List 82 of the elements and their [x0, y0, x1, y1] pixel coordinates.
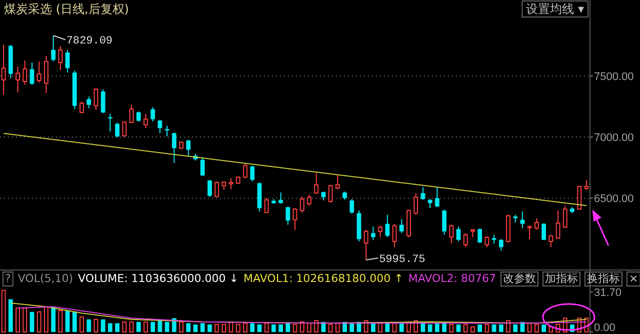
candlestick [364, 229, 368, 260]
candlestick [58, 45, 63, 70]
annotation: 5995.75 [379, 254, 426, 266]
candlestick [434, 186, 440, 208]
candlestick [292, 208, 298, 230]
text: MAVOL1: 1026168180.000 ↑ [244, 272, 404, 285]
text: VOLUME: 1103636000.000 ↓ [78, 272, 239, 285]
candlestick [65, 49, 70, 74]
annotation: 设置均线 ▾ [526, 2, 584, 16]
chart-title: 煤炭采选 (日线,后复权) [4, 2, 129, 16]
text: ? [5, 272, 11, 285]
candlestick [22, 60, 28, 86]
candlestick [186, 139, 191, 156]
candlestick [584, 179, 589, 190]
candlestick [150, 106, 156, 122]
candlestick [399, 218, 404, 234]
candlestick [250, 165, 255, 182]
candlestick [456, 226, 461, 242]
candlestick [449, 224, 454, 244]
candlestick [144, 113, 148, 129]
candlestick [420, 186, 426, 200]
candlestick [328, 184, 333, 204]
candlestick [36, 61, 42, 83]
candlestick [207, 179, 212, 198]
candlestick [264, 198, 269, 214]
candlestick [228, 178, 234, 190]
candlestick [115, 122, 120, 138]
candlestick [542, 222, 546, 240]
candlestick [243, 163, 248, 179]
candlestick [108, 113, 112, 132]
y-tick-label: 7000.00 [594, 132, 634, 144]
candlestick [214, 180, 220, 198]
text: VOL(5,10) [18, 272, 74, 285]
candlestick [414, 192, 418, 216]
candlestick [484, 236, 490, 248]
candlestick [278, 192, 283, 204]
candlestick [527, 225, 532, 240]
candlestick [556, 210, 560, 239]
candlestick [122, 121, 127, 137]
candlestick [300, 196, 304, 213]
candlestick [158, 119, 162, 134]
candlestick [378, 225, 383, 238]
candlestick [335, 174, 340, 190]
candlestick [392, 223, 397, 248]
candlestick [520, 210, 525, 229]
candlestick [44, 55, 48, 94]
text: 改参数 [502, 272, 536, 285]
candlestick [51, 35, 56, 62]
candlestick [478, 228, 482, 244]
candlestick [286, 206, 290, 226]
candlestick [350, 198, 354, 214]
candlestick [1, 44, 6, 96]
candlestick [442, 209, 446, 236]
y-tick-label: 6500.00 [594, 193, 634, 206]
candlestick [86, 96, 92, 109]
candlestick [164, 125, 170, 137]
y-tick-label: 0.00 [594, 322, 616, 334]
candlestick [94, 88, 98, 110]
candlestick [562, 205, 568, 229]
candlestick [548, 234, 554, 248]
candlestick [200, 156, 205, 176]
candlestick [370, 226, 376, 240]
candlestick [534, 218, 539, 230]
candlestick [129, 104, 134, 123]
candlestick [136, 110, 141, 122]
candlestick [463, 232, 468, 248]
text: × [628, 272, 638, 285]
candlestick [30, 62, 34, 86]
text: 换指标 [586, 272, 620, 285]
candlestick [307, 194, 312, 206]
candlestick [314, 172, 319, 194]
y-tick-label: 7500.00 [594, 70, 634, 83]
candlestick [100, 88, 106, 114]
text: MAVOL2: 80767 [408, 272, 496, 285]
candlestick [385, 214, 390, 238]
annotation: 7829.09 [66, 36, 113, 48]
candlestick [16, 66, 20, 94]
candlestick [428, 198, 432, 209]
candlestick [498, 238, 504, 251]
text: 加指标 [544, 272, 578, 285]
y-tick-label: 31.70 [594, 287, 622, 300]
candlestick [172, 132, 176, 164]
